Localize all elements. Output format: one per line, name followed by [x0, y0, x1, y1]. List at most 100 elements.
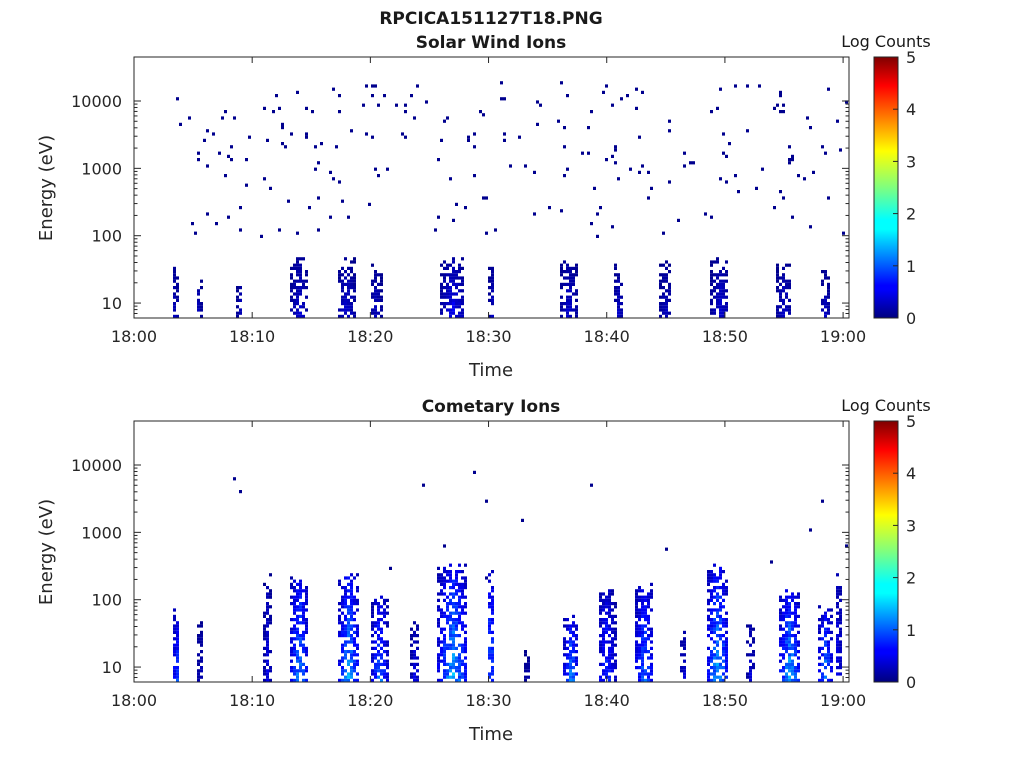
spectrogram-cell — [305, 624, 308, 628]
spectrogram-cell — [650, 656, 653, 660]
spectrogram-cell — [350, 640, 353, 644]
spectrogram-cell — [491, 640, 494, 644]
spectrogram-cell — [797, 605, 800, 609]
spectrogram-cell — [449, 576, 452, 580]
spectrogram-cell — [488, 579, 491, 583]
spectrogram-cell — [437, 158, 440, 162]
spectrogram-cell — [464, 579, 467, 583]
spectrogram-cell — [566, 263, 569, 267]
spectrogram-cell — [464, 586, 467, 590]
spectrogram-cell — [377, 650, 380, 654]
spectrogram-cell — [461, 646, 464, 650]
spectrogram-cell — [836, 659, 839, 663]
spectrogram-cell — [338, 621, 341, 625]
spectrogram-cell — [752, 662, 755, 666]
spectrogram-cell — [449, 279, 452, 283]
spectrogram-cell — [443, 662, 446, 666]
spectrogram-cell — [299, 311, 302, 315]
spectrogram-cell — [374, 666, 377, 670]
spectrogram-cell — [722, 605, 725, 609]
spectrogram-cell — [446, 289, 449, 293]
spectrogram-cell — [200, 624, 203, 628]
spectrogram-cell — [416, 675, 419, 679]
spectrogram-cell — [785, 640, 788, 644]
spectrogram-cell — [461, 675, 464, 679]
spectrogram-cell — [683, 666, 686, 670]
spectrogram-cell — [302, 314, 305, 318]
spectrogram-cell — [602, 637, 605, 641]
spectrogram-cell — [374, 167, 377, 171]
spectrogram-cell — [353, 666, 356, 670]
spectrogram-cell — [602, 630, 605, 634]
spectrogram-cell — [788, 158, 791, 162]
spectrogram-cell — [782, 598, 785, 602]
spectrogram-cell — [371, 279, 374, 283]
spectrogram-cell — [458, 586, 461, 590]
spectrogram-cell — [197, 659, 200, 663]
spectrogram-cell — [575, 263, 578, 267]
spectrogram-cell — [293, 579, 296, 583]
spectrogram-cell — [563, 618, 566, 622]
spectrogram-cell — [437, 573, 440, 577]
spectrogram-cell — [821, 624, 824, 628]
spectrogram-cell — [380, 618, 383, 622]
spectrogram-cell — [344, 282, 347, 286]
spectrogram-cell — [569, 637, 572, 641]
spectrogram-cell — [596, 234, 599, 238]
spectrogram-cell — [464, 646, 467, 650]
spectrogram-cell — [302, 614, 305, 618]
spectrogram-cell — [380, 627, 383, 631]
spectrogram-cell — [344, 618, 347, 622]
spectrogram-cell — [719, 637, 722, 641]
spectrogram-cell — [572, 292, 575, 296]
spectrogram-cell — [413, 662, 416, 666]
spectrogram-cell — [611, 637, 614, 641]
spectrogram-cell — [197, 292, 200, 296]
spectrogram-cell — [269, 618, 272, 622]
spectrogram-cell — [563, 624, 566, 628]
spectrogram-cell — [386, 650, 389, 654]
spectrogram-cell — [614, 662, 617, 666]
spectrogram-cell — [347, 305, 350, 309]
spectrogram-cell — [608, 650, 611, 654]
spectrogram-cell — [176, 675, 179, 679]
spectrogram-cell — [608, 653, 611, 657]
y-axis-label: Energy (eV) — [36, 135, 57, 241]
spectrogram-cell — [710, 263, 713, 267]
spectrogram-cell — [452, 276, 455, 280]
spectrogram-cell — [614, 653, 617, 657]
spectrogram-cell — [560, 270, 563, 274]
spectrogram-cell — [593, 186, 596, 190]
spectrogram-cell — [611, 103, 614, 107]
spectrogram-cell — [785, 678, 788, 682]
spectrogram-cell — [371, 605, 374, 609]
spectrogram-cell — [374, 672, 377, 676]
spectrogram-cell — [611, 154, 614, 158]
spectrogram-cell — [380, 646, 383, 650]
spectrogram-cell — [380, 289, 383, 293]
spectrogram-cell — [572, 614, 575, 618]
spectrogram-cell — [449, 646, 452, 650]
spectrogram-cell — [662, 231, 665, 235]
spectrogram-cell — [293, 672, 296, 676]
spectrogram-cell — [824, 273, 827, 277]
spectrogram-cell — [779, 669, 782, 673]
spectrogram-cell — [602, 618, 605, 622]
spectrogram-cell — [710, 650, 713, 654]
spectrogram-cell — [386, 643, 389, 647]
spectrogram-cell — [263, 634, 266, 638]
spectrogram-cell — [665, 298, 668, 302]
spectrogram-cell — [446, 672, 449, 676]
spectrogram-cell — [383, 662, 386, 666]
y-tick-label: 1000 — [81, 159, 122, 178]
spectrogram-cell — [836, 640, 839, 644]
spectrogram-cell — [638, 653, 641, 657]
spectrogram-cell — [614, 627, 617, 631]
spectrogram-cell — [827, 608, 830, 612]
spectrogram-cell — [410, 94, 413, 98]
spectrogram-cell — [464, 602, 467, 606]
spectrogram-cell — [449, 614, 452, 618]
spectrogram-cell — [371, 311, 374, 315]
spectrogram-cell — [647, 621, 650, 625]
